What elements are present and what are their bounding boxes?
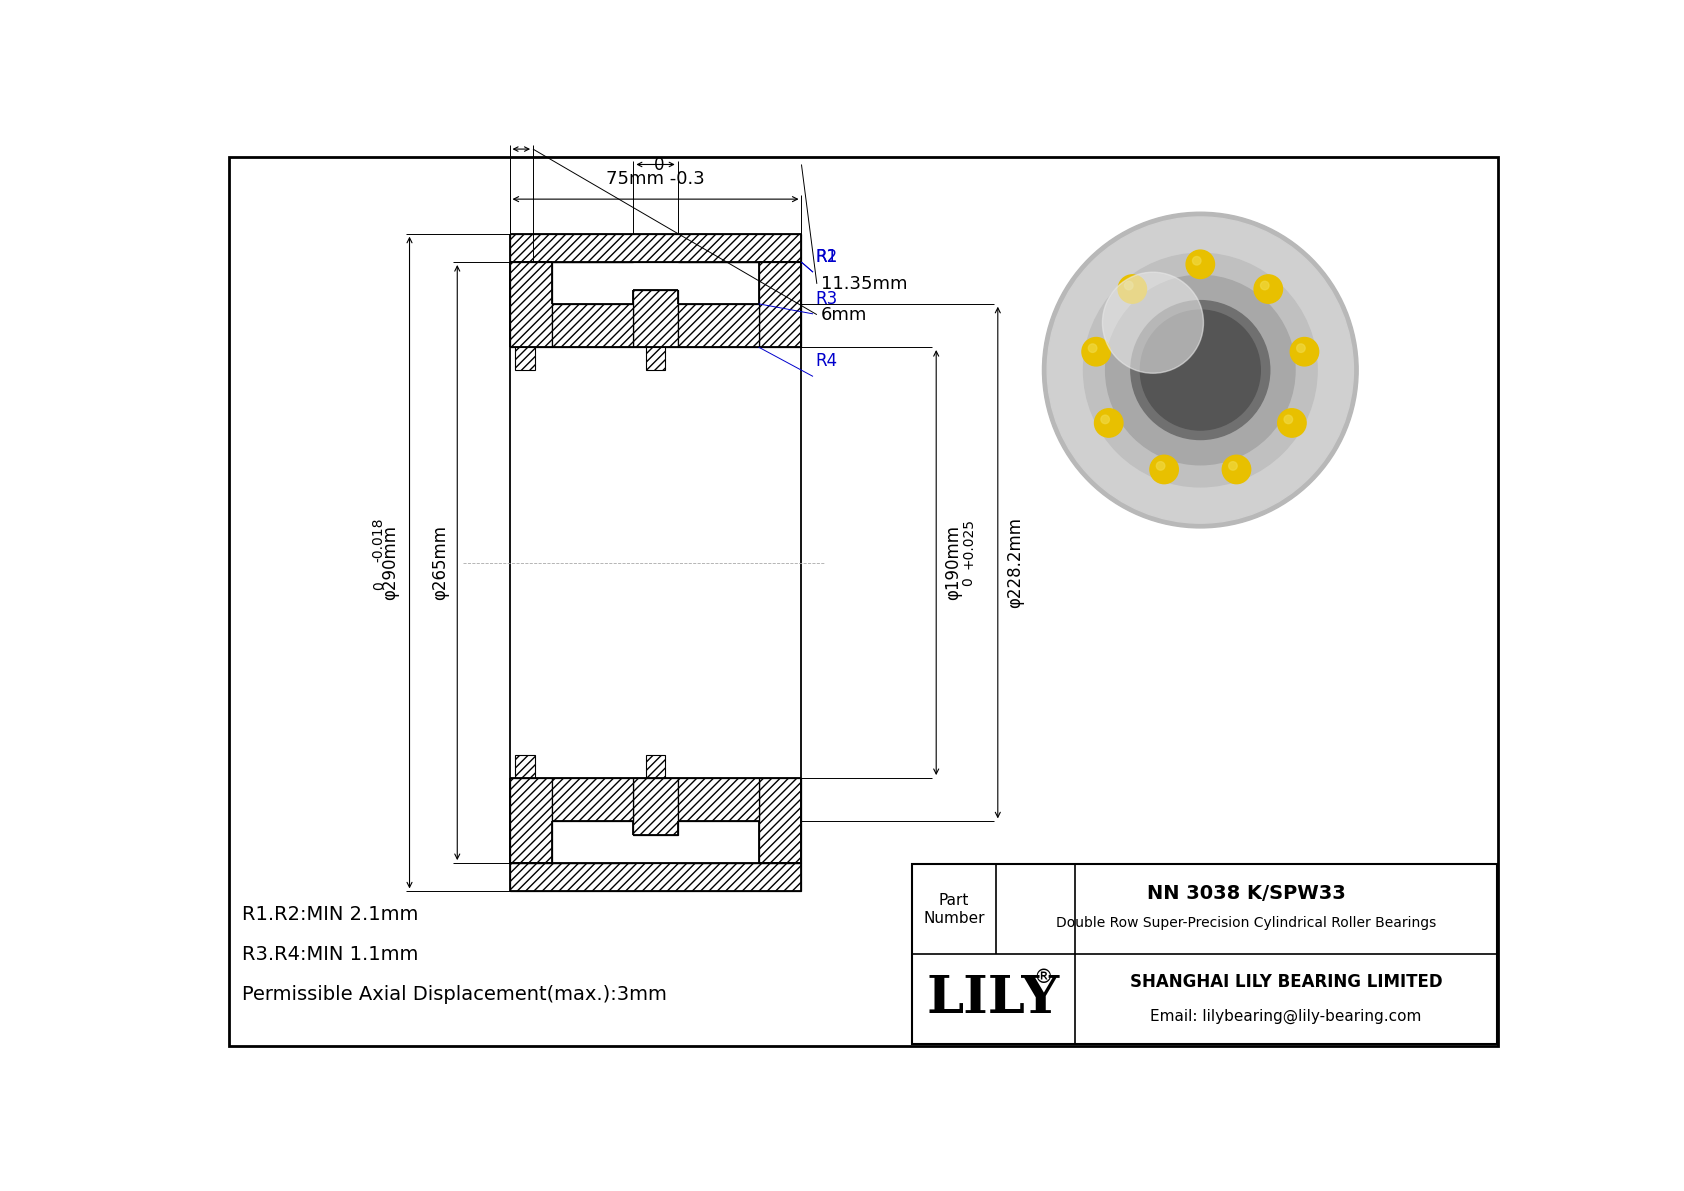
- Circle shape: [1081, 337, 1110, 366]
- Polygon shape: [677, 304, 759, 347]
- Polygon shape: [552, 304, 633, 347]
- Text: 0: 0: [653, 156, 665, 175]
- Text: Double Row Super-Precision Cylindrical Roller Bearings: Double Row Super-Precision Cylindrical R…: [1056, 916, 1436, 930]
- Polygon shape: [515, 755, 536, 778]
- Circle shape: [1192, 256, 1201, 266]
- Text: 75mm -0.3: 75mm -0.3: [606, 169, 706, 187]
- Circle shape: [1125, 281, 1133, 289]
- Circle shape: [1255, 275, 1283, 304]
- Polygon shape: [552, 778, 633, 822]
- Circle shape: [1106, 275, 1295, 464]
- Polygon shape: [510, 262, 552, 347]
- Bar: [911, 865, 1497, 1043]
- Circle shape: [1118, 275, 1147, 304]
- Text: Number: Number: [923, 911, 985, 927]
- Circle shape: [1290, 337, 1319, 366]
- Text: Permissible Axial Displacement(max.):3mm: Permissible Axial Displacement(max.):3mm: [242, 985, 667, 1004]
- Polygon shape: [759, 778, 802, 863]
- Text: R3: R3: [815, 289, 837, 307]
- Circle shape: [1118, 288, 1283, 453]
- Polygon shape: [633, 778, 677, 835]
- Circle shape: [1140, 310, 1260, 430]
- Circle shape: [1186, 250, 1214, 279]
- Text: Part: Part: [938, 892, 970, 908]
- Circle shape: [1285, 416, 1293, 424]
- Text: φ190mm: φ190mm: [945, 525, 962, 600]
- Circle shape: [1083, 254, 1317, 487]
- Circle shape: [1150, 455, 1179, 484]
- Text: φ290mm: φ290mm: [381, 525, 399, 600]
- Polygon shape: [515, 347, 536, 370]
- Polygon shape: [510, 778, 552, 863]
- Text: ®: ®: [1034, 968, 1054, 987]
- Text: NN 3038 K/SPW33: NN 3038 K/SPW33: [1147, 885, 1346, 903]
- Polygon shape: [677, 778, 759, 822]
- Circle shape: [1278, 409, 1307, 437]
- Text: 6mm: 6mm: [820, 306, 867, 324]
- Circle shape: [1101, 416, 1110, 424]
- Circle shape: [1223, 455, 1251, 484]
- Text: SHANGHAI LILY BEARING LIMITED: SHANGHAI LILY BEARING LIMITED: [1130, 973, 1443, 991]
- Text: φ265mm: φ265mm: [431, 525, 450, 600]
- Circle shape: [1103, 273, 1204, 373]
- Text: Email: lilybearing@lily-bearing.com: Email: lilybearing@lily-bearing.com: [1150, 1009, 1421, 1023]
- Circle shape: [1095, 409, 1123, 437]
- Text: R1.R2:MIN 2.1mm: R1.R2:MIN 2.1mm: [242, 905, 418, 924]
- Circle shape: [1261, 281, 1270, 289]
- Text: -0.018: -0.018: [372, 517, 386, 562]
- Circle shape: [1229, 462, 1238, 470]
- Text: R1: R1: [815, 248, 837, 266]
- Text: R3.R4:MIN 1.1mm: R3.R4:MIN 1.1mm: [242, 946, 418, 965]
- Circle shape: [1157, 462, 1165, 470]
- Text: φ228.2mm: φ228.2mm: [1005, 517, 1024, 609]
- Polygon shape: [647, 347, 665, 370]
- Circle shape: [1042, 212, 1359, 528]
- Polygon shape: [759, 262, 802, 347]
- Circle shape: [1132, 300, 1270, 439]
- Polygon shape: [633, 291, 677, 347]
- Text: 11.35mm: 11.35mm: [820, 275, 908, 293]
- Polygon shape: [510, 863, 802, 891]
- Text: 0: 0: [962, 578, 975, 586]
- Circle shape: [1047, 217, 1354, 523]
- Text: R4: R4: [815, 353, 837, 370]
- Text: R2: R2: [815, 248, 837, 266]
- Polygon shape: [510, 233, 802, 262]
- Polygon shape: [647, 755, 665, 778]
- Text: +0.025: +0.025: [962, 518, 975, 569]
- Circle shape: [1088, 344, 1096, 353]
- Text: LILY: LILY: [926, 973, 1059, 1024]
- Text: 0: 0: [372, 581, 386, 590]
- Circle shape: [1297, 344, 1305, 353]
